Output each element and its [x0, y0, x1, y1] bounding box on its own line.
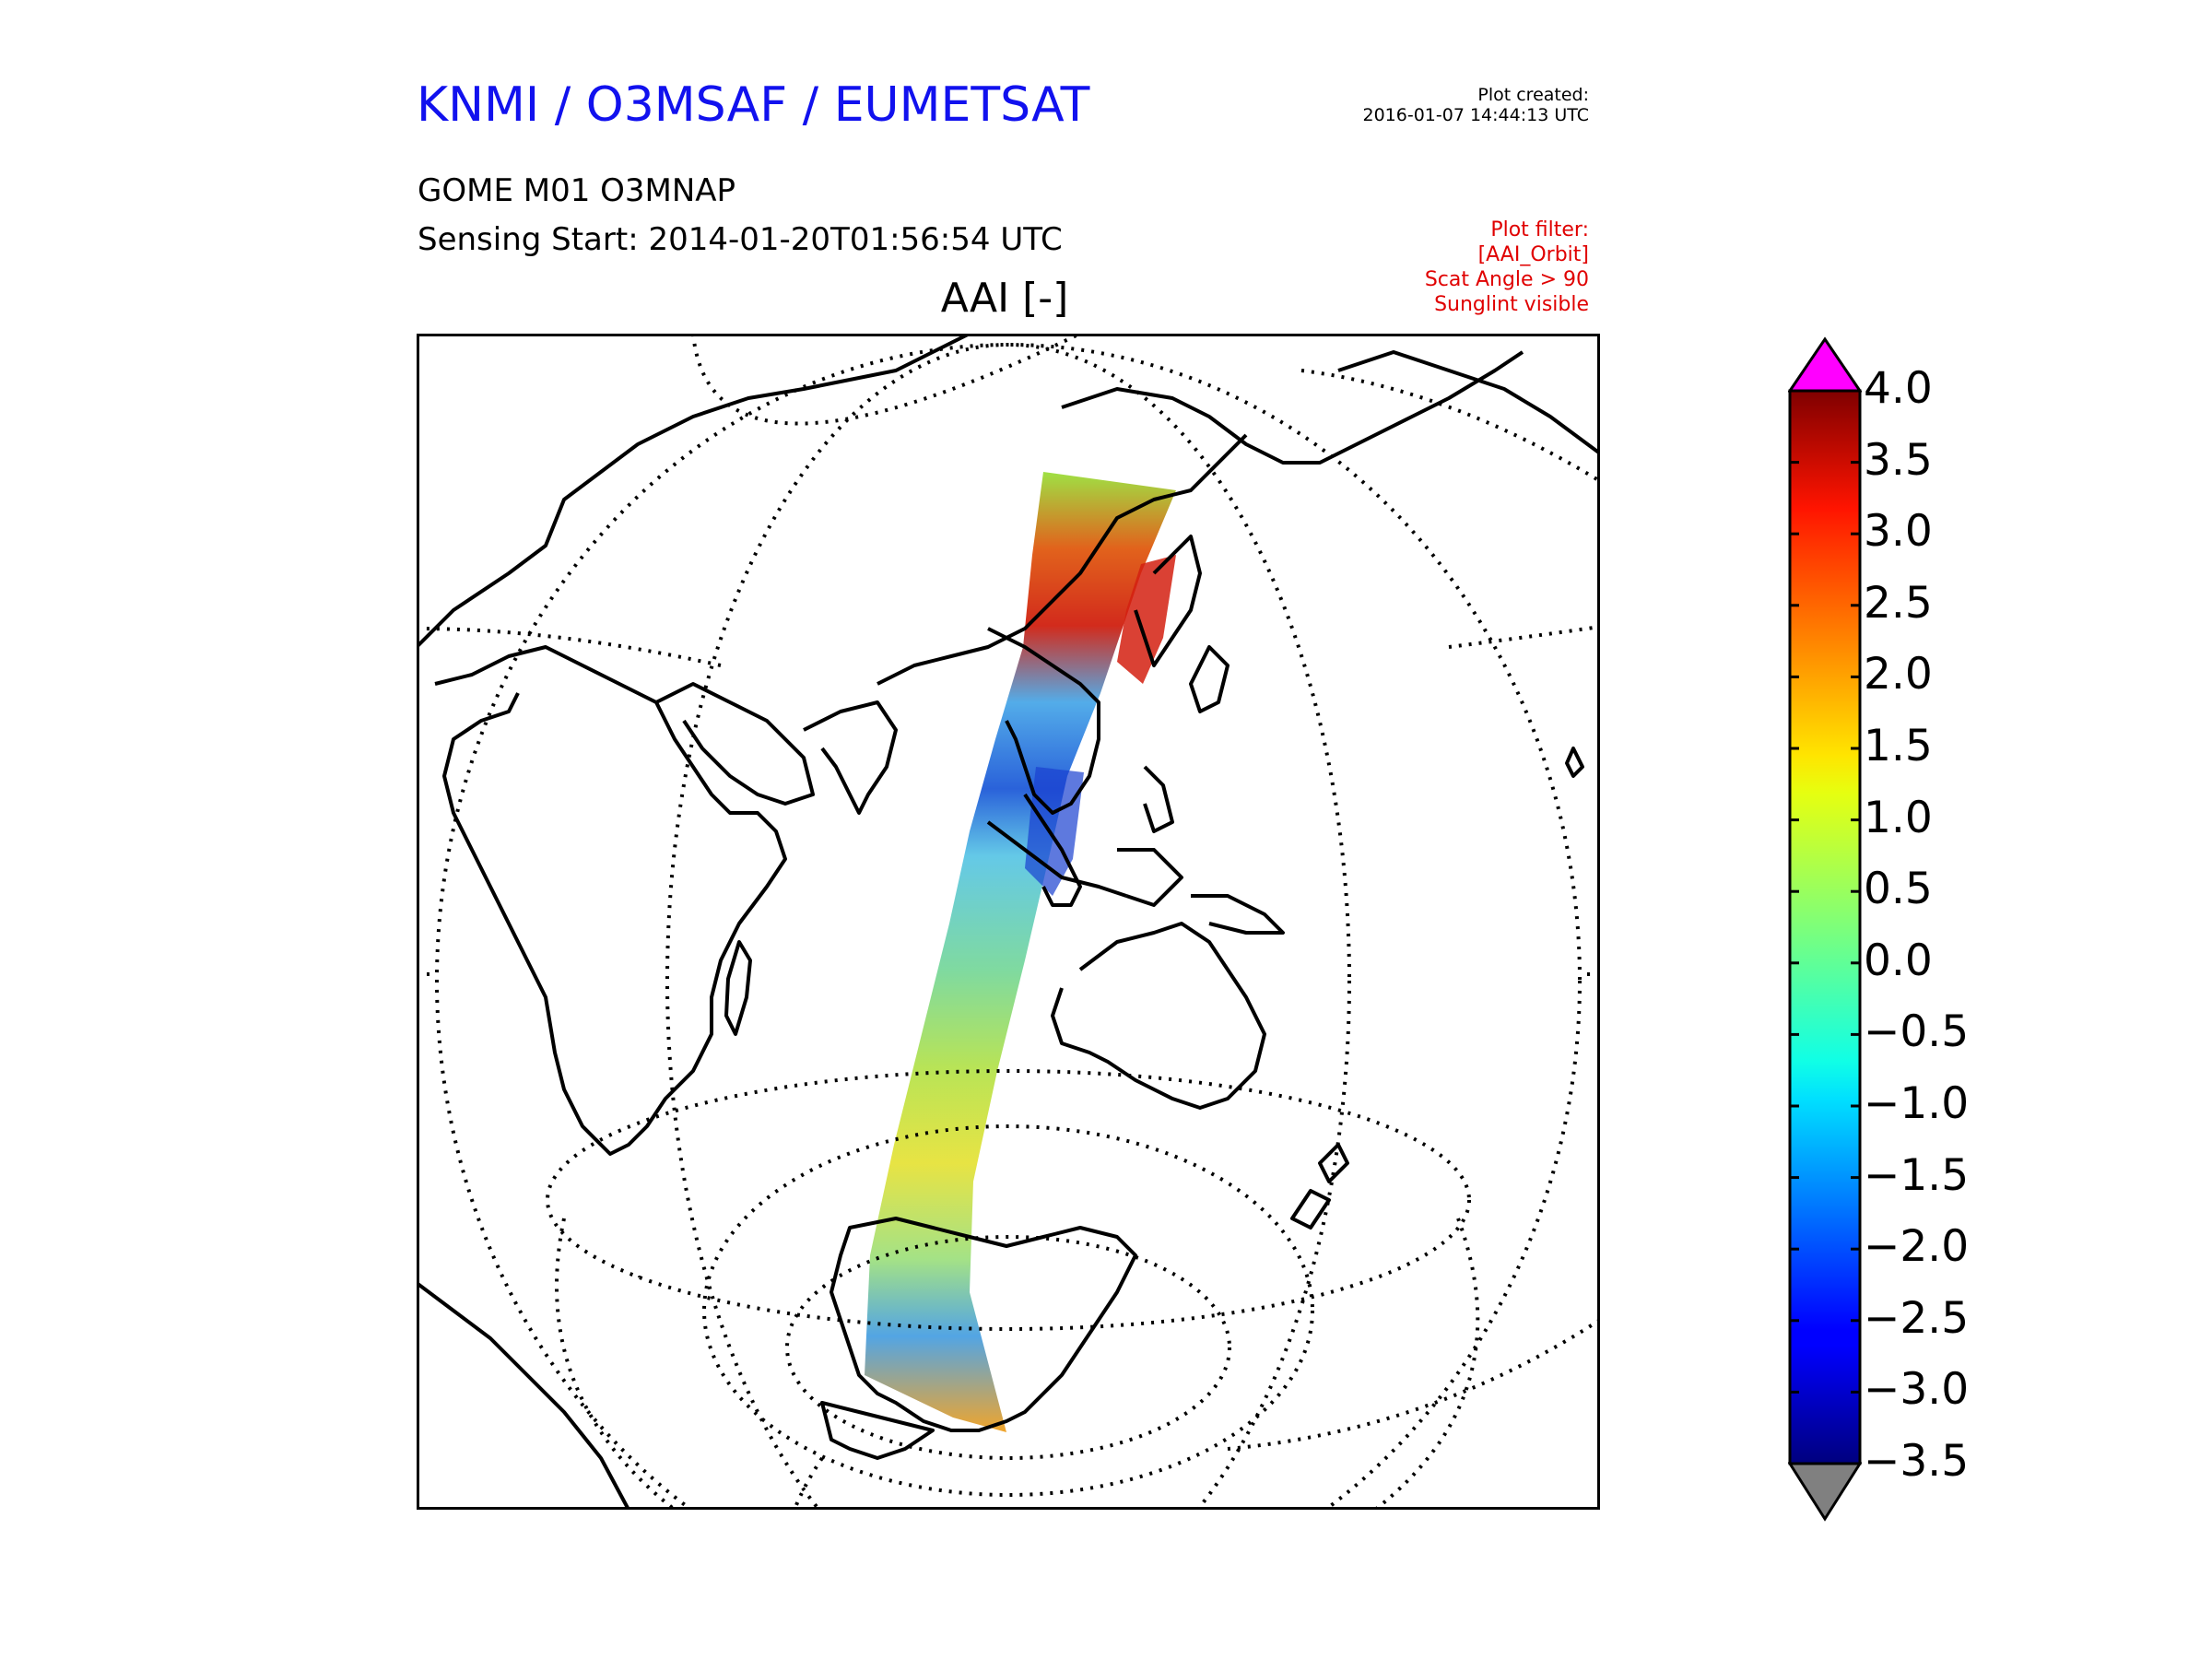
colorbar-tick-label: −1.5 — [1864, 1149, 1970, 1201]
map-frame — [417, 334, 1600, 1510]
coast-south-america — [417, 1281, 630, 1510]
product-name: GOME M01 O3MNAP — [418, 172, 736, 209]
colorbar-tick-label: −2.0 — [1864, 1221, 1970, 1273]
map-title: AAI [-] — [940, 275, 1069, 322]
colorbar-tick-label: −3.0 — [1864, 1364, 1970, 1416]
plot-created-value: 2016-01-07 14:44:13 UTC — [1362, 105, 1590, 125]
colorbar-tick-label: −3.5 — [1864, 1436, 1970, 1487]
coast-small-island — [1565, 747, 1584, 778]
colorbar-tick-label: 2.0 — [1864, 649, 1933, 700]
map-content — [417, 334, 1600, 1510]
coast-korea-japan — [1134, 535, 1202, 667]
coastlines — [417, 334, 1600, 1510]
coast-india — [803, 700, 898, 815]
plot-filter-product: [AAI_Orbit] — [1477, 243, 1589, 266]
coast-china — [987, 627, 1100, 815]
colorbar-gradient — [1788, 389, 1862, 1465]
coast-borneo — [1117, 848, 1183, 907]
coast-new-guinea — [1191, 894, 1285, 935]
coast-new-zealand — [1290, 1143, 1349, 1230]
colorbar-tick-label: 1.0 — [1864, 792, 1933, 843]
coast-australia — [1051, 922, 1266, 1110]
aai-high-region — [1117, 555, 1176, 684]
plot-filter-heading: Plot filter: — [1490, 218, 1589, 241]
colorbar-under-extension — [1788, 1462, 1862, 1522]
coast-indonesia — [986, 820, 1127, 898]
org-title: KNMI / O3MSAF / EUMETSAT — [417, 77, 1090, 133]
coast-indochina — [1023, 793, 1082, 907]
aai-swath — [865, 472, 1176, 1432]
colorbar-tick-label: −0.5 — [1864, 1006, 1970, 1058]
colorbar-over-extension — [1788, 336, 1862, 393]
plot-filter-sunglint: Sunglint visible — [1434, 293, 1589, 316]
colorbar-tick-label: −2.5 — [1864, 1292, 1970, 1344]
colorbar-tick-label: 4.0 — [1864, 363, 1933, 414]
colorbar-ticks — [1790, 389, 1860, 1465]
graticule — [417, 334, 1600, 1510]
colorbar-tick-label: 1.5 — [1864, 721, 1933, 771]
map-panel — [417, 334, 1600, 1510]
coast-siberia — [1061, 350, 1524, 465]
colorbar — [1788, 336, 1862, 1522]
coast-japan-islands — [1189, 645, 1230, 713]
coast-philippines — [1143, 765, 1174, 833]
coast-antarctic-peninsula — [820, 1401, 935, 1460]
colorbar-tick-label: 2.5 — [1864, 577, 1933, 629]
plot-filter-scat-angle: Scat Angle > 90 — [1424, 268, 1589, 291]
colorbar-tick-label: −1.0 — [1864, 1078, 1970, 1129]
coast-alaska — [1337, 350, 1600, 455]
colorbar-tick-label: 0.5 — [1864, 864, 1933, 915]
colorbar-tick-label: 3.5 — [1864, 434, 1933, 486]
coast-asia-east — [877, 433, 1248, 686]
colorbar-tick-label: 3.0 — [1864, 506, 1933, 558]
plot-created-label: Plot created: — [1477, 85, 1589, 105]
colorbar-tick-label: 0.0 — [1864, 935, 1933, 986]
sensing-start: Sensing Start: 2014-01-20T01:56:54 UTC — [418, 221, 1063, 258]
coast-arabia — [655, 682, 815, 806]
coast-africa — [434, 645, 787, 1156]
coast-madagascar — [724, 940, 752, 1036]
coast-antarctica — [830, 1217, 1137, 1432]
coast-europe — [417, 334, 971, 649]
